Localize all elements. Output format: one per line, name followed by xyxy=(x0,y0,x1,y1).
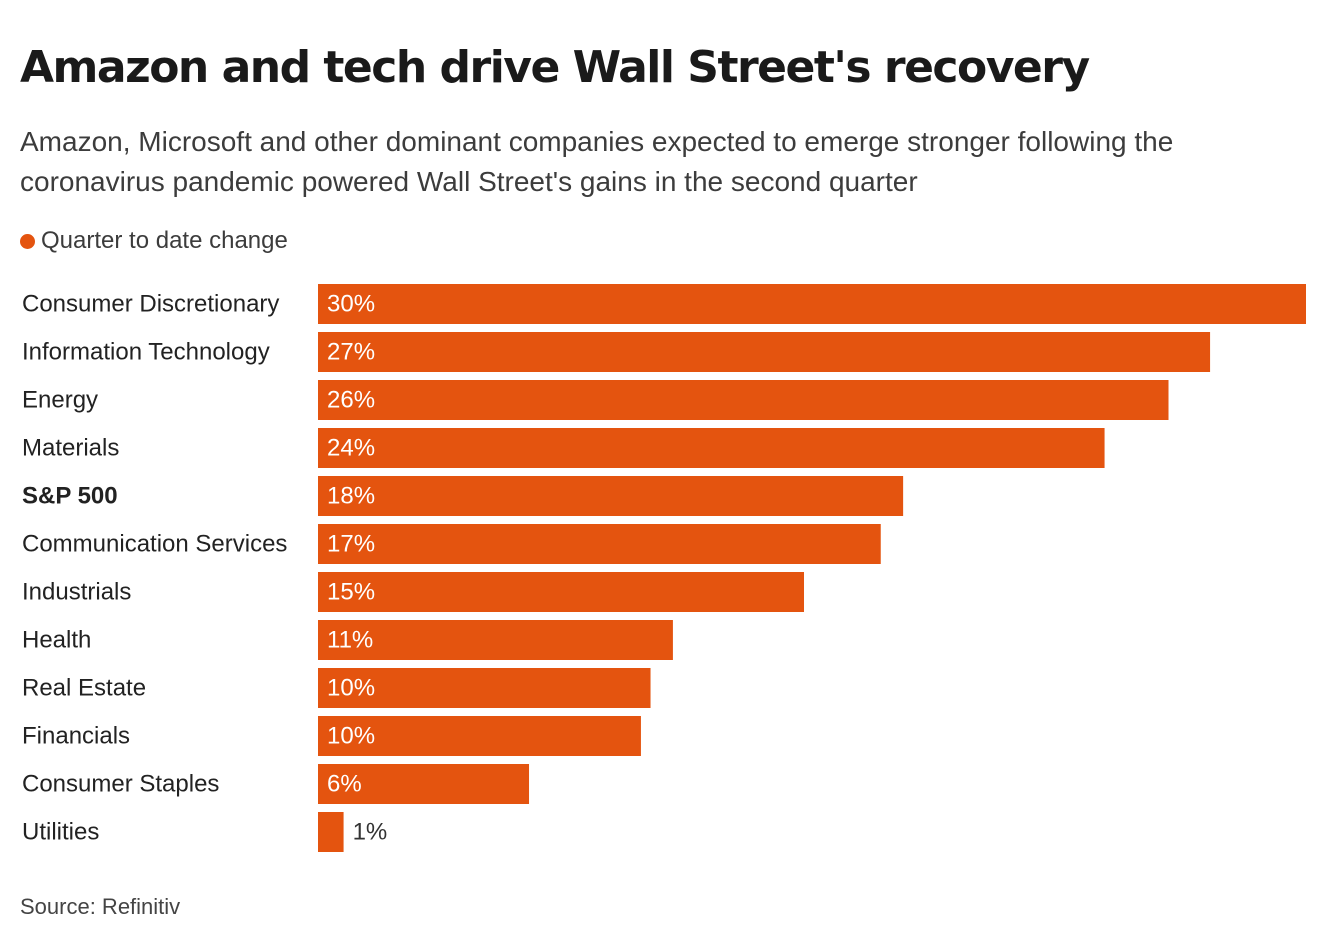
bar-row-materials: Materials 24% xyxy=(22,428,1105,468)
category-label: Financials xyxy=(22,723,130,750)
category-label: Industrials xyxy=(22,579,131,606)
bar-row-financials: Financials 10% xyxy=(22,716,641,756)
legend-label: Quarter to date change xyxy=(41,227,288,254)
bar-row-communication-services: Communication Services 17% xyxy=(22,524,881,564)
bar-row-consumer-staples: Consumer Staples 6% xyxy=(22,764,530,804)
bar xyxy=(318,668,651,708)
bar xyxy=(318,476,904,516)
data-label: 6% xyxy=(327,771,362,798)
bar xyxy=(318,380,1169,420)
data-label: 10% xyxy=(327,675,375,702)
bar xyxy=(318,812,344,852)
data-label: 24% xyxy=(327,435,375,462)
data-label: 15% xyxy=(327,579,375,606)
bar xyxy=(318,716,641,756)
chart-subtitle: Amazon, Microsoft and other dominant com… xyxy=(20,126,1174,197)
bar xyxy=(318,620,673,660)
data-label: 11% xyxy=(327,627,373,654)
bar xyxy=(318,524,881,564)
bar-row-health: Health 11% xyxy=(22,620,673,660)
legend: Quarter to date change xyxy=(20,224,288,258)
category-label: Consumer Discretionary xyxy=(22,291,279,318)
bar xyxy=(318,764,530,804)
data-label: 17% xyxy=(327,531,375,558)
category-label: Real Estate xyxy=(22,675,146,702)
category-label: Materials xyxy=(22,435,119,462)
bar-row-utilities: Utilities 1% xyxy=(22,812,387,852)
bar-row-real-estate: Real Estate 10% xyxy=(22,668,651,708)
category-label: Information Technology xyxy=(22,339,270,366)
data-label: 30% xyxy=(327,291,375,318)
data-label: 27% xyxy=(327,339,375,366)
category-label: Utilities xyxy=(22,819,99,846)
bar-row-consumer-discretionary: Consumer Discretionary 30% xyxy=(22,284,1306,324)
category-label: Consumer Staples xyxy=(22,771,219,798)
category-label: Health xyxy=(22,627,91,654)
bar xyxy=(318,572,805,612)
category-label: Communication Services xyxy=(22,531,287,558)
data-label: 10% xyxy=(327,723,375,750)
bar xyxy=(318,284,1306,324)
source-note: Source: Refinitiv xyxy=(20,894,181,919)
category-label: S&P 500 xyxy=(22,483,118,510)
bar xyxy=(318,332,1211,372)
data-label: 1% xyxy=(353,819,388,846)
category-label: Energy xyxy=(22,387,98,414)
bar-row-industrials: Industrials 15% xyxy=(22,572,805,612)
data-label: 18% xyxy=(327,483,375,510)
bar-row-energy: Energy 26% xyxy=(22,380,1169,420)
chart-title: Amazon and tech drive Wall Street's reco… xyxy=(20,42,1090,93)
legend-swatch xyxy=(20,233,35,249)
bar-row-information-technology: Information Technology 27% xyxy=(22,332,1211,372)
bar xyxy=(318,428,1105,468)
data-label: 26% xyxy=(327,387,375,414)
bar-row-s-p-500: S&P 500 18% xyxy=(22,476,904,516)
